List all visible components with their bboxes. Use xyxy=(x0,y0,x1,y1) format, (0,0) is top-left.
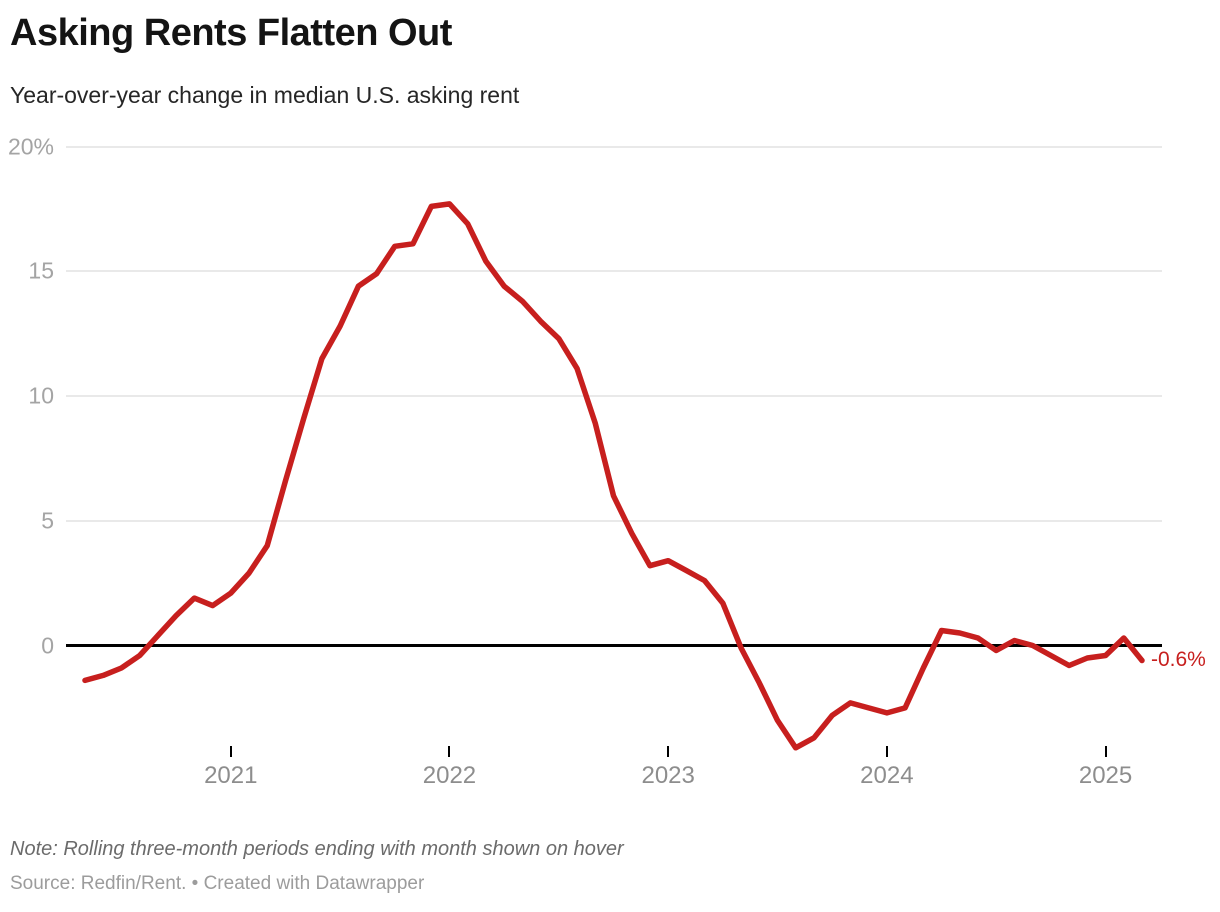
y-axis-label: 5 xyxy=(41,507,54,534)
x-axis-tick xyxy=(229,746,232,757)
y-axis-label: 10 xyxy=(28,382,54,409)
x-axis-tick xyxy=(667,746,670,757)
y-axis-label: 15 xyxy=(28,257,54,284)
zero-baseline xyxy=(66,644,1162,647)
y-gridline xyxy=(66,395,1162,397)
x-axis-label: 2025 xyxy=(1078,762,1133,789)
chart-title: Asking Rents Flatten Out xyxy=(10,12,452,54)
series-end-label: -0.6% xyxy=(1151,648,1206,672)
y-axis-label: 20% xyxy=(7,133,54,159)
x-axis-label: 2023 xyxy=(641,762,695,789)
x-axis-label: 2024 xyxy=(860,762,914,789)
x-axis-label: 2022 xyxy=(422,762,477,789)
x-axis-tick xyxy=(448,746,451,757)
rent-yoy-line xyxy=(82,201,1145,751)
y-axis-label: 0 xyxy=(41,632,54,658)
chart-source: Source: Redfin/Rent. • Created with Data… xyxy=(10,873,425,894)
chart-subtitle: Year-over-year change in median U.S. ask… xyxy=(10,82,520,108)
chart-note: Note: Rolling three-month periods ending… xyxy=(10,838,624,860)
y-gridline xyxy=(66,270,1162,273)
x-axis-tick xyxy=(885,746,888,757)
x-axis-label: 2021 xyxy=(204,762,258,789)
x-axis-tick xyxy=(1104,746,1107,757)
y-gridline xyxy=(66,145,1162,148)
y-gridline xyxy=(66,519,1162,522)
